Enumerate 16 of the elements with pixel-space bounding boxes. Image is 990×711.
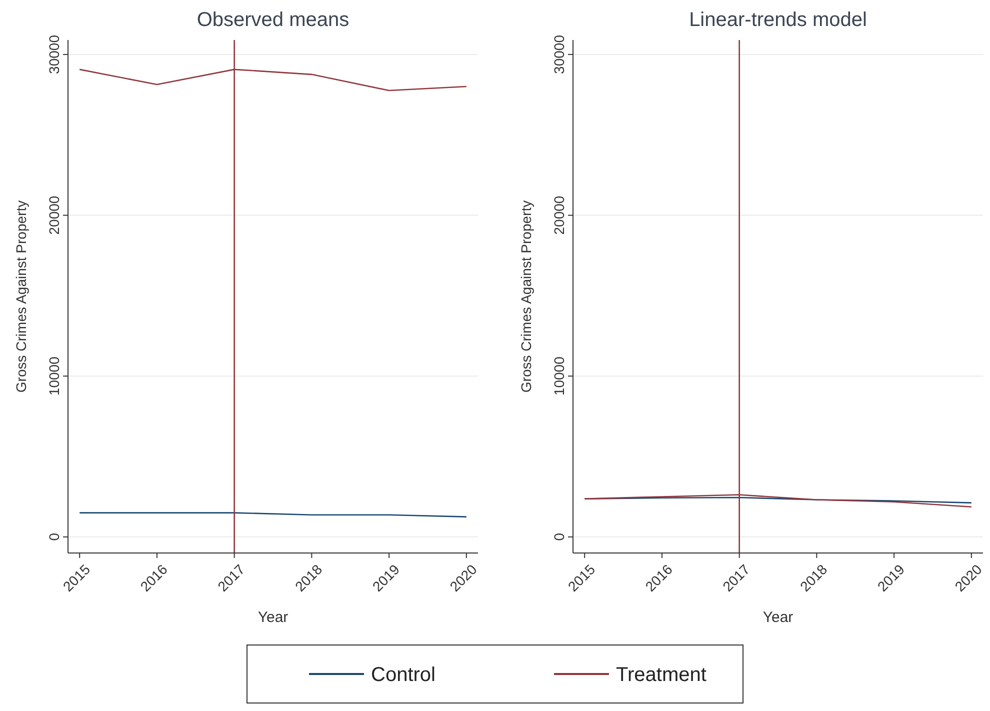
y-axis-title: Gross Crimes Against Property xyxy=(13,200,29,393)
x-axis-title: Year xyxy=(762,609,794,626)
chart-title: Linear-trends model xyxy=(689,9,867,31)
y-tick-label: 0 xyxy=(46,532,62,541)
y-tick-label: 30000 xyxy=(46,34,62,74)
y-tick-label: 10000 xyxy=(551,356,567,396)
y-tick-label: 20000 xyxy=(46,196,62,235)
y-tick-label: 0 xyxy=(551,532,567,541)
chart-title: Observed means xyxy=(196,9,350,31)
y-axis-title: Gross Crimes Against Property xyxy=(518,200,534,393)
y-tick-label: 30000 xyxy=(551,34,567,74)
y-tick-label: 10000 xyxy=(46,356,62,396)
y-tick-label: 20000 xyxy=(551,196,567,235)
legend-label: Control xyxy=(371,664,436,686)
x-axis-title: Year xyxy=(258,609,288,626)
legend-label: Treatment xyxy=(616,664,707,686)
